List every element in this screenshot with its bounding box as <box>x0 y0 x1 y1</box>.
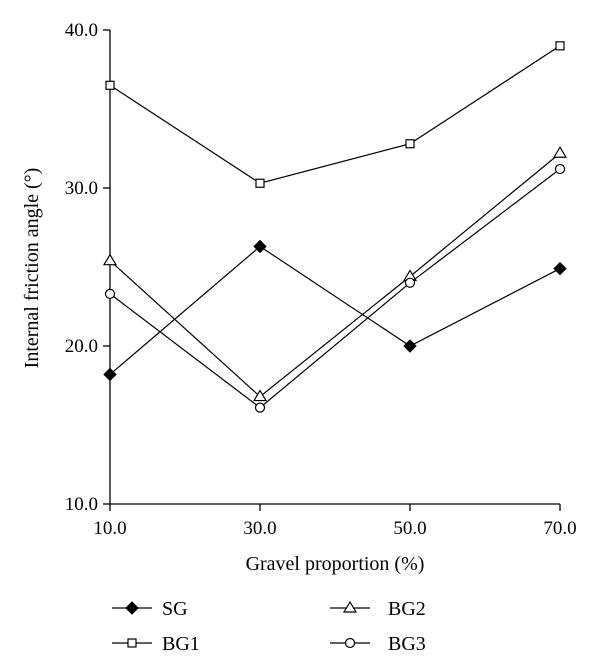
data-point-bg3 <box>404 277 416 288</box>
legend-item-sg: SG <box>112 598 188 620</box>
x-tick-label: 30.0 <box>243 518 276 539</box>
legend-label: BG2 <box>388 598 426 620</box>
series-line-sg <box>109 245 561 375</box>
y-tick-label: 10.0 <box>65 494 98 515</box>
x-axis-label: Gravel proportion (%) <box>246 553 425 575</box>
legend-label: SG <box>162 598 188 620</box>
data-point-bg1 <box>255 178 265 188</box>
data-point-bg3 <box>554 163 566 175</box>
data-point-bg2 <box>252 389 268 402</box>
data-point-sg <box>553 261 567 276</box>
data-point-sg <box>253 239 267 254</box>
data-point-bg2 <box>102 253 118 266</box>
data-point-bg2 <box>552 146 568 158</box>
legend-item-bg1: BG1 <box>112 633 200 655</box>
data-point-bg1 <box>105 80 115 90</box>
y-tick-label: 20.0 <box>65 336 98 357</box>
series-line-bg2 <box>109 152 561 398</box>
data-point-sg <box>103 367 117 382</box>
series-line-bg1 <box>109 45 561 184</box>
data-point-bg1 <box>405 139 415 149</box>
legend-label: BG1 <box>162 633 200 655</box>
x-tick-label: 10.0 <box>93 518 126 539</box>
legend-item-bg3: BG3 <box>330 633 426 655</box>
y-tick-label: 40.0 <box>65 20 98 41</box>
legend-marker-icon <box>127 638 137 648</box>
legend-marker-icon <box>342 600 358 613</box>
series-line-bg3 <box>109 168 561 409</box>
legend-marker-icon <box>344 637 356 649</box>
data-point-bg1 <box>555 41 565 51</box>
data-point-sg <box>403 339 417 353</box>
legend: SG BG1 BG2 BG3 <box>112 598 426 655</box>
y-axis-label: Internal friction angle (°) <box>21 168 43 369</box>
plot-area: 10.0 20.0 30.0 40.0 10.0 30.0 50.0 70.0 <box>65 20 577 539</box>
legend-label: BG3 <box>388 633 426 655</box>
x-tick-label: 50.0 <box>393 518 426 539</box>
legend-item-bg2: BG2 <box>330 598 426 620</box>
legend-marker-icon <box>125 601 139 615</box>
x-tick-label: 70.0 <box>543 518 576 539</box>
data-point-bg3 <box>254 402 266 413</box>
data-point-bg3 <box>104 288 116 299</box>
y-tick-label: 30.0 <box>65 178 98 199</box>
